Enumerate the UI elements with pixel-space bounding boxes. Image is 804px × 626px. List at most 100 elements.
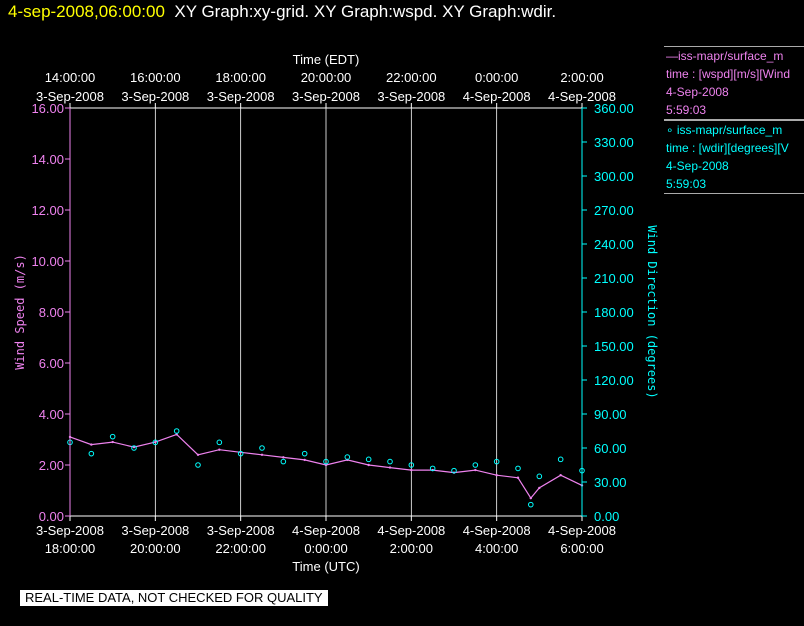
top-tick-time: 22:00:00 [386, 70, 437, 85]
wind-speed-point [367, 463, 370, 467]
wind-direction-point [280, 458, 287, 465]
wind-speed-point [154, 440, 157, 444]
wind-direction-point [557, 456, 564, 463]
top-axis-label: Time (EDT) [293, 52, 360, 67]
top-tick-date: 3-Sep-2008 [36, 89, 104, 104]
top-tick-time: 18:00:00 [215, 70, 266, 85]
wind-direction-point [528, 501, 534, 508]
bottom-tick-date: 3-Sep-2008 [36, 523, 104, 538]
legend-dir-line4: 5:59:03 [666, 177, 707, 191]
wind-direction-point [131, 445, 137, 451]
wind-direction-point [451, 467, 457, 474]
right-tick-label: 330.00 [594, 135, 634, 150]
wind-speed-point [538, 486, 541, 490]
legend-speed-line1: —iss-mapr/surface_m [666, 49, 784, 63]
bottom-tick-time: 18:00:00 [45, 541, 96, 556]
left-tick-label: 14.00 [31, 152, 64, 167]
right-tick-label: 300.00 [594, 169, 634, 184]
wind-direction-point [109, 433, 116, 440]
wind-direction-point [323, 458, 329, 465]
wind-speed-point [90, 443, 93, 446]
wind-direction-point [152, 439, 159, 446]
wind-direction-point [515, 465, 521, 472]
wind-direction-point [387, 458, 393, 465]
right-tick-label: 30.00 [594, 475, 627, 490]
top-tick-time: 16:00:00 [130, 70, 181, 85]
bottom-tick-date: 4-Sep-2008 [463, 523, 531, 538]
wind-speed-point [516, 476, 520, 479]
top-tick-date: 3-Sep-2008 [377, 89, 445, 104]
wind-direction-point [301, 450, 308, 457]
legend-dir-line1: ∘ iss-mapr/surface_m [666, 123, 783, 137]
wind-direction-point [216, 439, 223, 446]
wind-speed-point [196, 453, 200, 456]
right-tick-label: 120.00 [594, 373, 634, 388]
left-tick-label: 4.00 [39, 407, 64, 422]
left-axis-label: Wind Speed (m/s) [13, 254, 27, 370]
legend-speed-line3: 4-Sep-2008 [666, 85, 729, 99]
wind-direction-point [237, 450, 244, 457]
left-tick-label: 8.00 [39, 305, 64, 320]
right-tick-label: 0.00 [594, 509, 619, 524]
legend-speed-line4: 5:59:03 [666, 103, 707, 117]
wind-speed-point [132, 445, 136, 449]
left-tick-label: 0.00 [39, 509, 64, 524]
top-tick-time: 14:00:00 [45, 70, 96, 85]
wind-speed-line [69, 433, 583, 500]
wind-direction-point [429, 465, 436, 472]
wind-direction-point [365, 456, 372, 463]
top-tick-time: 0:00:00 [475, 70, 518, 85]
legend-wind-speed: —iss-mapr/surface_m time : [wspd][m/s][W… [664, 46, 804, 120]
wind-speed-point [175, 433, 178, 436]
bottom-tick-time: 22:00:00 [215, 541, 266, 556]
wind-speed-point [111, 440, 114, 444]
bottom-tick-time: 2:00:00 [390, 541, 433, 556]
wind-speed-point [495, 474, 498, 477]
wind-direction-point [173, 428, 180, 434]
right-tick-label: 90.00 [594, 407, 627, 422]
bottom-tick-date: 3-Sep-2008 [207, 523, 275, 538]
bottom-tick-time: 0:00:00 [304, 541, 347, 556]
wind-direction-point [259, 445, 265, 451]
right-tick-label: 240.00 [594, 237, 634, 252]
wind-direction-point [88, 450, 95, 457]
wind-direction-point [493, 458, 500, 465]
top-tick-date: 3-Sep-2008 [207, 89, 275, 104]
bottom-tick-date: 4-Sep-2008 [292, 523, 360, 538]
right-tick-label: 270.00 [594, 203, 634, 218]
axes: 14:00:00 3-Sep-2008 16:00:00 3-Sep-2008 18:0… [13, 52, 659, 574]
top-tick-time: 20:00:00 [301, 70, 352, 85]
bottom-tick-time: 6:00:00 [560, 541, 603, 556]
right-tick-label: 60.00 [594, 441, 627, 456]
wind-speed-point [282, 456, 285, 459]
left-tick-label: 10.00 [31, 254, 64, 269]
wind-speed-point [260, 453, 264, 456]
wind-speed-point [529, 496, 532, 500]
top-tick-date: 4-Sep-2008 [463, 89, 531, 104]
right-tick-label: 210.00 [594, 271, 634, 286]
wind-direction-point [195, 462, 201, 468]
legend-dir-line2: time : [wdir][degrees][V [666, 141, 789, 155]
legend-dir-line3: 4-Sep-2008 [666, 159, 729, 173]
wind-speed-point [388, 466, 392, 469]
wind-speed-point [559, 474, 562, 477]
left-tick-label: 2.00 [39, 458, 64, 473]
right-tick-label: 180.00 [594, 305, 634, 320]
quality-disclaimer: REAL-TIME DATA, NOT CHECKED FOR QUALITY [20, 590, 328, 606]
wind-speed-point [303, 458, 306, 462]
legend-speed-line2: time : [wspd][m/s][Wind [666, 67, 791, 81]
wind-speed-point [218, 448, 221, 451]
wind-direction-point [408, 462, 415, 468]
left-tick-label: 16.00 [31, 101, 64, 116]
left-tick-label: 12.00 [31, 203, 64, 218]
bottom-axis-label: Time (UTC) [292, 559, 359, 574]
bottom-tick-date: 4-Sep-2008 [377, 523, 445, 538]
top-tick-date: 4-Sep-2008 [548, 89, 616, 104]
wind-direction-point [472, 462, 479, 468]
bottom-tick-time: 4:00:00 [475, 541, 518, 556]
legend-wind-direction: ∘ iss-mapr/surface_m time : [wdir][degre… [664, 120, 804, 194]
wind-direction-series [67, 428, 585, 508]
timestamp: 4-sep-2008,06:00:00 [8, 2, 165, 21]
grid-lines [154, 108, 498, 516]
